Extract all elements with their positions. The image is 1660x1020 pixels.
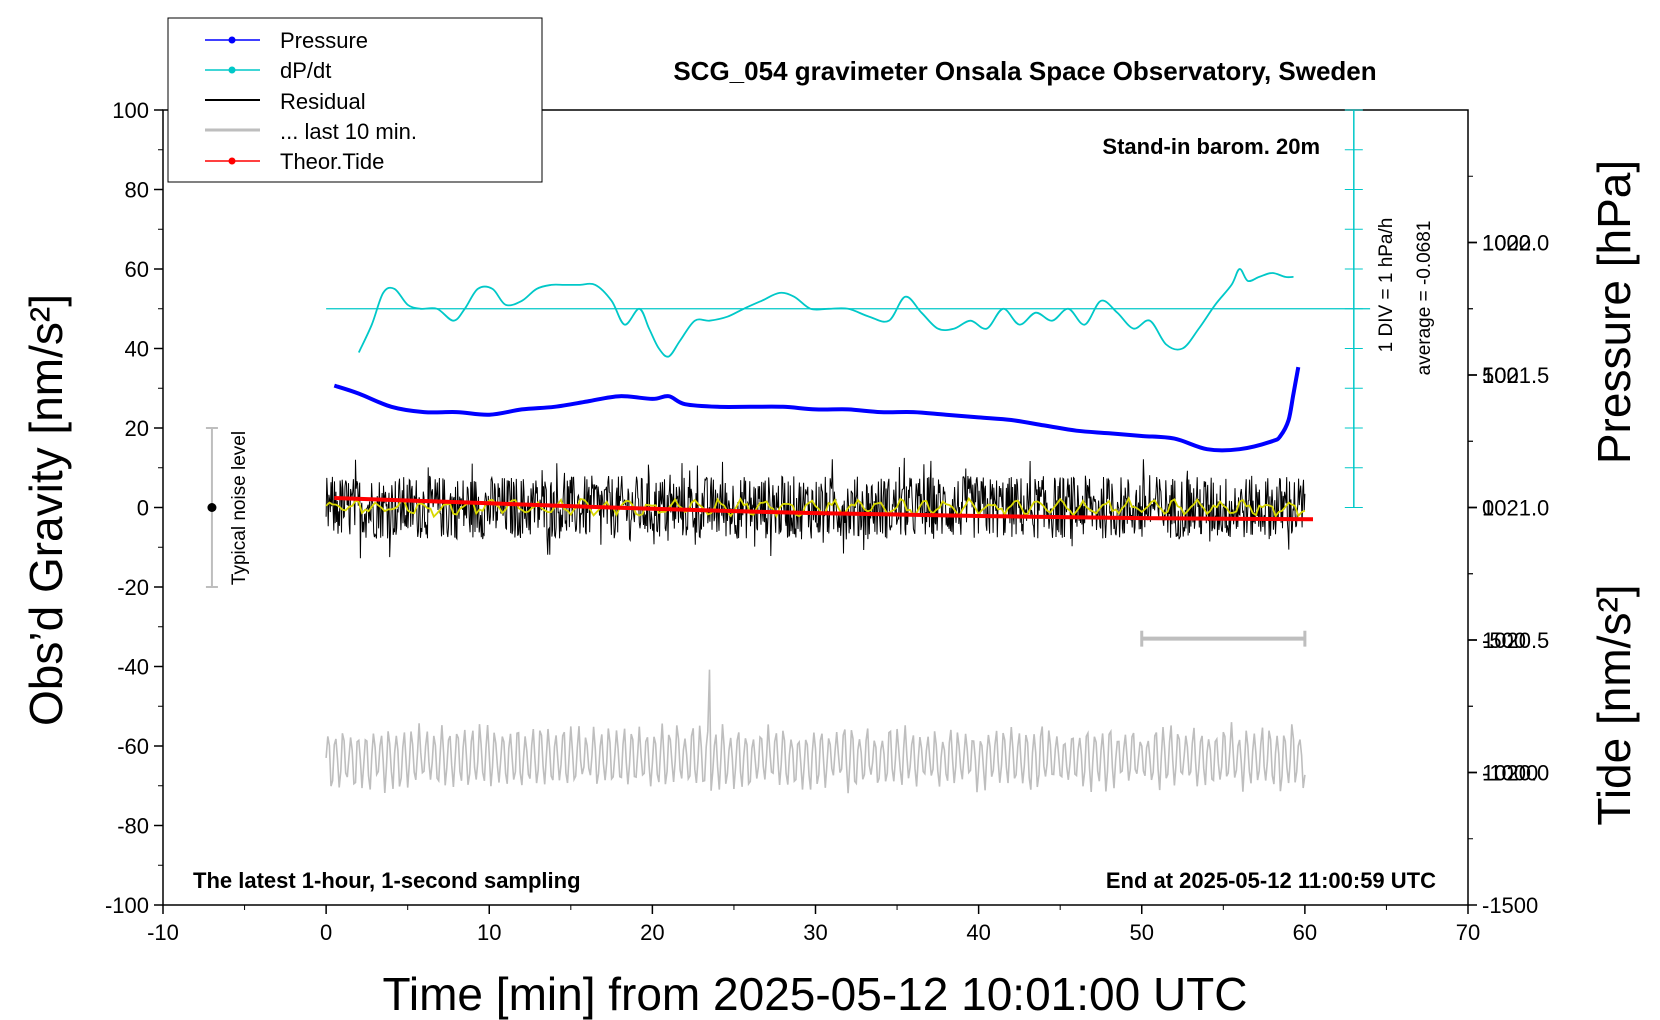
pressure-axis-title: Pressure [hPa] [1588,160,1640,464]
y-tick-label: -80 [117,814,149,839]
x-tick-label: 40 [966,920,990,945]
noise-level-dot [207,503,217,512]
end-note: End at 2025-05-12 11:00:59 UTC [1106,868,1436,893]
barometer-note: Stand-in barom. 20m [1102,134,1320,159]
axes-group: -10 0 10 20 30 40 50 60 70-100-80-60-40-20020406… [105,98,1549,945]
x-tick-label: 10 [477,920,501,945]
tide-tick-label: 500 [1482,363,1519,388]
y-tick-label: -20 [117,575,149,600]
x-axis-title: Time [min] from 2025-05-12 10:01:00 UTC [383,968,1248,1020]
y-tick-label: 0 [137,496,149,521]
y-tick-label: -60 [117,734,149,759]
y-tick-label: -40 [117,655,149,680]
legend-marker-dpdt [228,66,236,74]
x-tick-label: 60 [1293,920,1317,945]
x-tick-label: 20 [640,920,664,945]
tide-tick-label: -500 [1482,628,1526,653]
series-dpdt [357,268,1294,358]
average-note: average = -0.0681 [1414,221,1435,376]
pressure-tick-label: 1021.0 [1482,496,1549,521]
series-theor-tide [334,496,1314,522]
y-axis-title: Obs’d Gravity [nm/s²] [20,294,72,726]
legend: Pressure dP/dt Residual ... last 10 min.… [167,17,543,183]
y-tick-label: 60 [125,257,149,282]
y-tick-label: 40 [125,337,149,362]
pressure-tick-label: 1020.5 [1482,628,1549,653]
tide-tick-label: 0 [1482,496,1494,521]
tide-tick-label: -1500 [1482,893,1538,918]
series-last10 [325,669,1306,794]
x-tick-label: 50 [1130,920,1154,945]
legend-label-pressure: Pressure [280,28,368,53]
legend-label-tide: Theor.Tide [280,149,384,174]
legend-marker-pressure [228,36,236,44]
x-tick-label: -10 [147,920,179,945]
series-residual [325,457,1306,559]
div-note: 1 DIV = 1 hPa/h [1376,218,1397,353]
legend-label-last10: ... last 10 min. [280,119,417,144]
pressure-tick-label: 1021.5 [1482,363,1549,388]
pressure-tick-label: 1022.0 [1482,231,1549,256]
tide-tick-label: -1000 [1482,761,1538,786]
legend-label-residual: Residual [280,89,366,114]
x-tick-label: 30 [803,920,827,945]
x-tick-label: 70 [1456,920,1480,945]
y-tick-label: 80 [125,178,149,203]
noise-note: Typical noise level [229,431,250,585]
chart-title: SCG_054 gravimeter Onsala Space Observat… [673,56,1376,86]
pressure-tick-label: 1020.0 [1482,761,1549,786]
tide-tick-label: 1000 [1482,231,1531,256]
latest-note: The latest 1-hour, 1-second sampling [193,868,581,893]
y-tick-label: 100 [112,98,149,123]
y-tick-label: 20 [125,416,149,441]
y-tick-label: -100 [105,893,149,918]
legend-label-dpdt: dP/dt [280,58,331,83]
series-residual-smoothed [325,496,1306,519]
series-pressure [333,366,1301,453]
x-tick-label: 0 [320,920,332,945]
series-group [325,268,1314,794]
legend-marker-tide [228,157,236,165]
tide-axis-title: Tide [nm/s²] [1588,584,1640,825]
